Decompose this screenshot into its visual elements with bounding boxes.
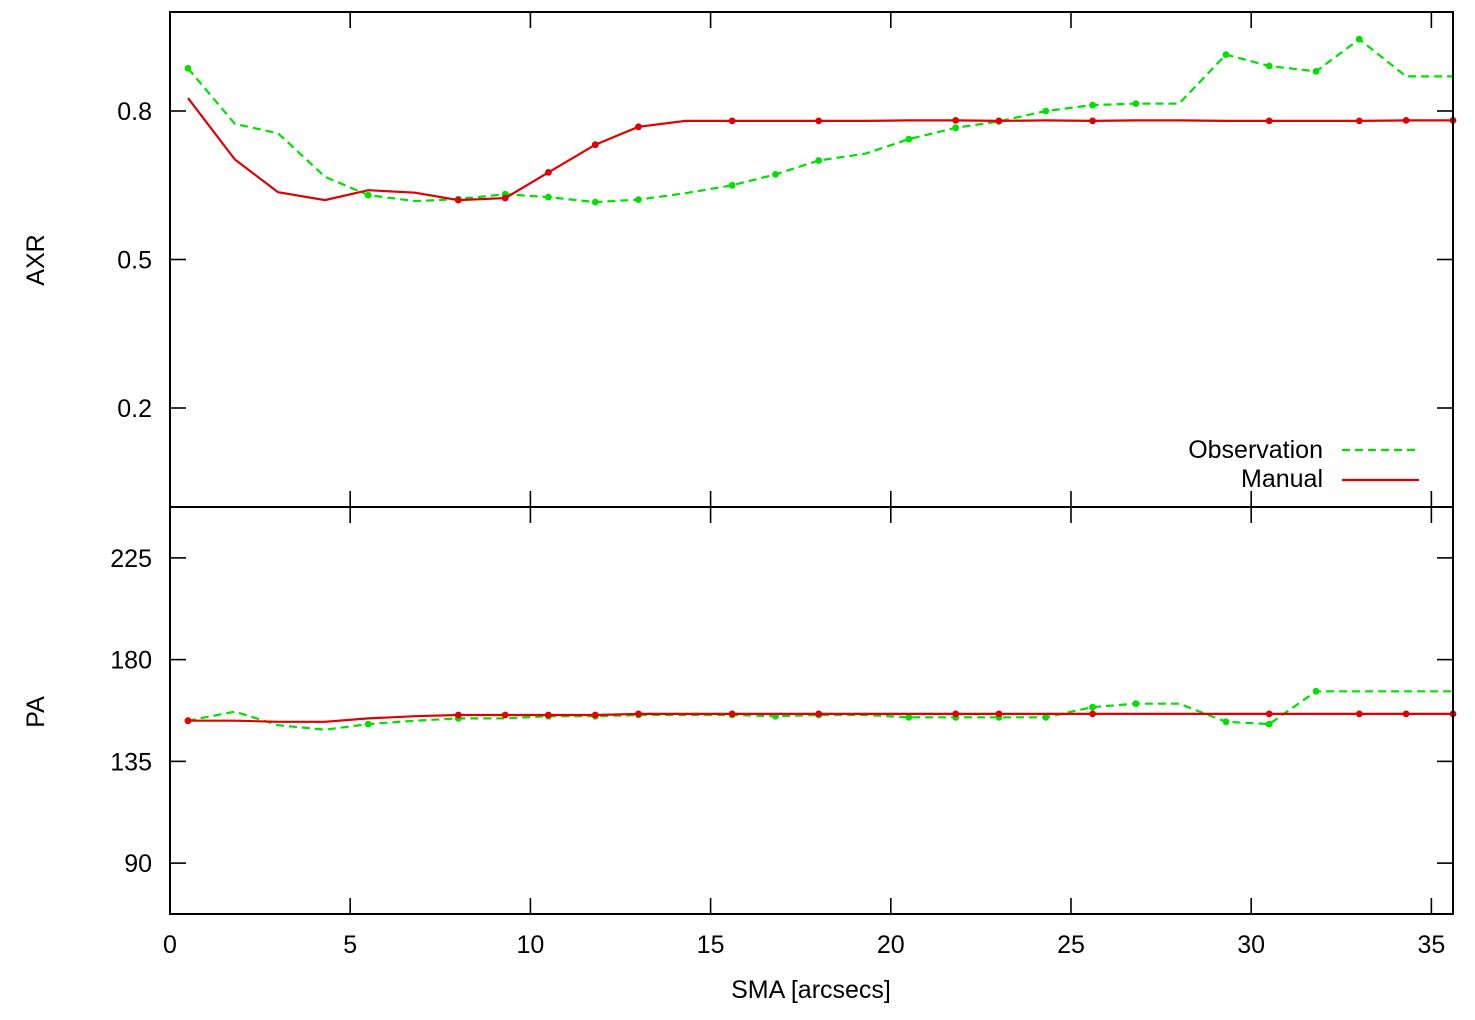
- axr-point-observation: [184, 65, 192, 72]
- x-tick-labels: 0 5 10 15 20 25 30 35: [163, 931, 1445, 959]
- axr-point-observation: [1265, 62, 1273, 70]
- pa-point-manual: [1265, 710, 1273, 718]
- pa-ticks: 90 135 180 225: [110, 507, 1453, 914]
- axr-point-manual: [815, 117, 823, 125]
- pa-point-manual: [501, 711, 509, 719]
- pa-point-observation: [1132, 700, 1140, 708]
- axr-point-observation: [591, 198, 599, 206]
- axr-point-manual: [995, 117, 1003, 125]
- pa-point-observation: [1312, 687, 1320, 695]
- x-tick-label: 10: [516, 931, 544, 959]
- axr-point-observation: [728, 181, 736, 189]
- x-tick-label: 25: [1057, 931, 1085, 959]
- axr-axis-label: AXR: [22, 234, 50, 285]
- axr-y-tick-label: 0.5: [117, 247, 152, 275]
- legend: Observation Manual: [1188, 436, 1419, 493]
- pa-point-manual: [815, 710, 823, 718]
- pa-y-tick-label: 225: [110, 545, 152, 573]
- axr-point-observation: [1355, 35, 1363, 43]
- legend-label-manual: Manual: [1241, 465, 1323, 493]
- axr-point-observation: [772, 171, 779, 178]
- axr-point-manual: [454, 196, 462, 204]
- pa-point-manual: [591, 711, 599, 719]
- x-tick-label: 30: [1237, 931, 1265, 959]
- pa-point-manual: [454, 711, 462, 719]
- pa-point-manual: [1089, 710, 1096, 718]
- axr-point-manual: [635, 123, 642, 131]
- axr-point-observation: [1042, 107, 1050, 115]
- axr-point-manual: [545, 169, 552, 176]
- pa-point-manual: [545, 711, 552, 719]
- pa-point-observation: [1042, 713, 1050, 721]
- x-tick-label: 0: [163, 931, 177, 959]
- pa-point-manual: [952, 710, 960, 718]
- pa-series: [184, 687, 1457, 731]
- axr-point-observation: [905, 135, 913, 143]
- x-tick-label: 35: [1417, 931, 1445, 959]
- axr-point-observation: [1222, 51, 1230, 58]
- axr-point-observation: [635, 196, 642, 204]
- axr-point-manual: [1265, 117, 1273, 125]
- axr-point-manual: [952, 117, 960, 124]
- axr-series-line-observation: [187, 37, 1453, 204]
- axr-point-observation: [815, 157, 823, 164]
- x-tick-label: 15: [697, 931, 725, 959]
- axr-y-tick-label: 0.2: [117, 395, 152, 423]
- pa-point-observation: [1222, 718, 1230, 726]
- x-tick-label: 20: [877, 931, 905, 959]
- pa-series-line-observation: [187, 690, 1453, 731]
- axr-y-tick-label: 0.8: [117, 98, 152, 126]
- pa-y-tick-label: 90: [124, 850, 152, 878]
- x-tick-label: 5: [343, 931, 357, 959]
- pa-point-manual: [1355, 710, 1363, 718]
- axr-series: [184, 35, 1457, 206]
- axr-point-manual: [1402, 117, 1410, 124]
- pa-point-manual: [728, 710, 736, 718]
- pa-point-manual: [995, 710, 1003, 718]
- axr-point-manual: [591, 141, 599, 149]
- axr-point-manual: [501, 194, 509, 202]
- axr-point-observation: [545, 193, 552, 201]
- pa-plot-frame: [169, 506, 1454, 915]
- axr-point-observation: [364, 191, 372, 199]
- axr-point-observation: [1089, 101, 1096, 109]
- axr-point-observation: [952, 124, 960, 132]
- legend-label-observation: Observation: [1188, 436, 1323, 464]
- pa-point-manual: [184, 717, 192, 725]
- pa-point-observation: [905, 713, 913, 721]
- pa-panel: 90 135 180 225 PA: [22, 506, 1457, 915]
- pa-y-tick-label: 135: [110, 748, 152, 776]
- axr-point-manual: [1355, 117, 1363, 125]
- x-axis-label: SMA [arcsecs]: [731, 976, 891, 1004]
- axr-point-observation: [1132, 100, 1140, 107]
- pa-axis-label: PA: [22, 696, 50, 728]
- pa-point-observation: [364, 720, 372, 728]
- axr-point-manual: [728, 117, 736, 125]
- pa-point-observation: [1089, 703, 1096, 711]
- axr-ticks: 0.2 0.5 0.8: [117, 12, 1453, 507]
- pa-point-manual: [635, 710, 642, 718]
- pa-point-observation: [1265, 720, 1273, 728]
- pa-point-manual: [1402, 710, 1410, 718]
- axr-point-manual: [1089, 117, 1096, 125]
- axr-point-observation: [1312, 68, 1320, 75]
- pa-y-tick-label: 180: [110, 647, 152, 675]
